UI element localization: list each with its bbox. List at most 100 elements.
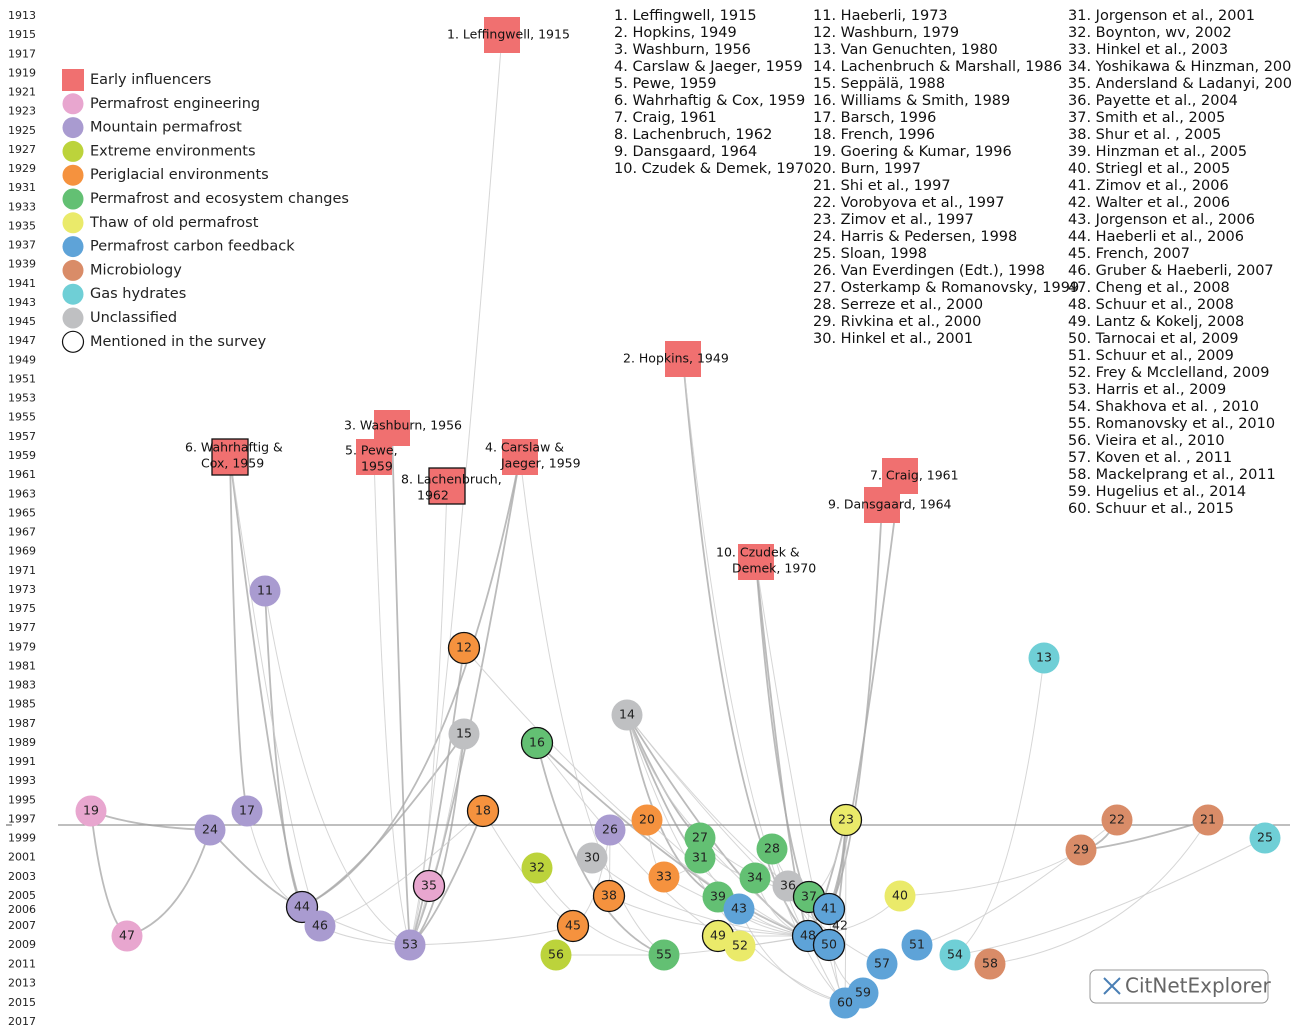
year-label: 1955 bbox=[8, 411, 36, 424]
paper-node bbox=[1249, 822, 1281, 854]
legend-label: Gas hydrates bbox=[90, 286, 186, 302]
paper-node bbox=[194, 814, 226, 846]
edge bbox=[301, 733, 465, 908]
year-label: 2006 bbox=[8, 903, 36, 916]
year-label: 1965 bbox=[8, 506, 36, 519]
node-label: 26 bbox=[602, 822, 618, 837]
node-label: 43 bbox=[731, 901, 747, 916]
year-label: 1961 bbox=[8, 468, 36, 481]
node-label: 55 bbox=[656, 947, 672, 962]
legend-label: Mentioned in the survey bbox=[90, 334, 267, 350]
reference: 44. Haeberli et al., 2006 bbox=[1068, 229, 1244, 245]
legend-swatch bbox=[62, 212, 84, 234]
paper-node bbox=[739, 862, 771, 894]
reference: 9. Dansgaard, 1964 bbox=[614, 144, 757, 160]
legend-swatch bbox=[62, 140, 84, 162]
node-label: 38 bbox=[601, 888, 617, 903]
reference: 31. Jorgenson et al., 2001 bbox=[1068, 8, 1255, 24]
paper-node bbox=[812, 892, 846, 926]
paper-node bbox=[75, 795, 107, 827]
reference: 6. Wahrhaftig & Cox, 1959 bbox=[614, 93, 805, 109]
year-label: 2007 bbox=[8, 919, 36, 932]
influencer-label: 7. Craig, 1961 bbox=[870, 468, 959, 483]
legend-label: Permafrost and ecosystem changes bbox=[90, 191, 349, 207]
reference: 56. Vieira et al., 2010 bbox=[1068, 433, 1225, 449]
node-label: 44 bbox=[294, 899, 310, 914]
influencer-label: 1959 bbox=[361, 459, 393, 474]
node-label: 11 bbox=[257, 583, 273, 598]
edge bbox=[682, 358, 846, 1004]
edge bbox=[229, 456, 321, 927]
year-label: 1915 bbox=[8, 28, 36, 41]
legend-swatch bbox=[62, 307, 84, 329]
node-label: 29 bbox=[1073, 842, 1089, 857]
paper-node bbox=[1065, 834, 1097, 866]
influencer-node bbox=[428, 467, 466, 505]
edge bbox=[591, 857, 809, 937]
year-label: 2017 bbox=[8, 1015, 36, 1027]
influencer-node bbox=[211, 438, 249, 476]
reference: 5. Pewe, 1959 bbox=[614, 76, 717, 92]
reference: 25. Sloan, 1998 bbox=[813, 246, 927, 262]
node-label: 40 bbox=[892, 888, 908, 903]
legend-swatch bbox=[61, 330, 85, 353]
paper-node bbox=[447, 631, 481, 665]
year-label: 1921 bbox=[8, 86, 36, 99]
reference: 24. Harris & Pedersen, 1998 bbox=[813, 229, 1017, 245]
influencer-node bbox=[665, 341, 701, 377]
reference: 38. Shur et al. , 2005 bbox=[1068, 127, 1221, 143]
reference: 45. French, 2007 bbox=[1068, 246, 1190, 262]
node-label: 33 bbox=[656, 869, 672, 884]
reference: 26. Van Everdingen (Edt.), 1998 bbox=[813, 263, 1045, 279]
year-label: 1951 bbox=[8, 372, 36, 385]
paper-node bbox=[1101, 804, 1133, 836]
year-label: 2001 bbox=[8, 851, 36, 864]
influencer-label: 1. Leffingwell, 1915 bbox=[447, 27, 570, 42]
node-label: 54 bbox=[947, 947, 963, 962]
nodes bbox=[75, 17, 1281, 1019]
reference: 37. Smith et al., 2005 bbox=[1068, 110, 1225, 126]
node-label: 16 bbox=[529, 735, 545, 750]
reference: 18. French, 1996 bbox=[813, 127, 935, 143]
node-label: 53 bbox=[402, 937, 418, 952]
legend-swatch bbox=[62, 283, 84, 305]
paper-node bbox=[394, 929, 426, 961]
reference: 28. Serreze et al., 2000 bbox=[813, 297, 983, 313]
influencer-label: 6. Wahrhaftig & bbox=[185, 440, 283, 455]
paper-node bbox=[829, 987, 861, 1019]
logo-icon bbox=[1103, 977, 1121, 995]
reference: 14. Lachenbruch & Marshall, 1986 bbox=[813, 59, 1062, 75]
edge bbox=[126, 829, 211, 937]
edge bbox=[409, 485, 448, 946]
paper-node bbox=[829, 803, 863, 837]
year-label: 1925 bbox=[8, 124, 36, 137]
year-label: 1969 bbox=[8, 545, 36, 558]
node-label: 28 bbox=[764, 841, 780, 856]
edge bbox=[409, 647, 465, 946]
influencer-label: 8. Lachenbruch, bbox=[401, 472, 502, 487]
paper-node bbox=[648, 861, 680, 893]
node-label: 37 bbox=[801, 889, 817, 904]
influencer-node bbox=[484, 17, 520, 53]
edge bbox=[828, 475, 901, 910]
paper-node bbox=[684, 842, 716, 874]
paper-node bbox=[611, 699, 643, 731]
reference: 35. Andersland & Ladanyi, 2004 bbox=[1068, 76, 1291, 92]
node-label: 15 bbox=[456, 726, 472, 741]
year-label: 1973 bbox=[8, 583, 36, 596]
reference: 50. Tarnocai et al, 2009 bbox=[1068, 331, 1239, 347]
edge bbox=[738, 908, 846, 1004]
paper-node bbox=[901, 929, 933, 961]
paper-node bbox=[249, 575, 281, 607]
node-label: 42 bbox=[832, 918, 848, 933]
reference: 12. Washburn, 1979 bbox=[813, 25, 959, 41]
paper-node bbox=[648, 939, 680, 971]
node-label: 59 bbox=[855, 985, 871, 1000]
node-label: 48 bbox=[800, 928, 816, 943]
paper-node bbox=[974, 948, 1006, 980]
year-label: 1941 bbox=[8, 277, 36, 290]
node-label: 56 bbox=[548, 947, 564, 962]
year-label: 2015 bbox=[8, 996, 36, 1009]
